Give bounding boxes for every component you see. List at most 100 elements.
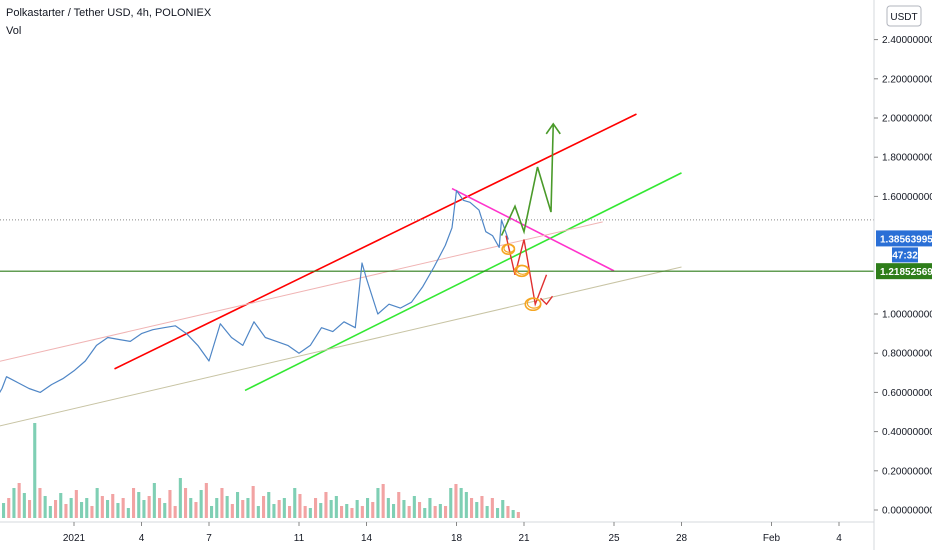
- x-tick-label: 11: [294, 533, 305, 544]
- currency-button[interactable]: [886, 5, 922, 27]
- volume-bar: [277, 500, 281, 518]
- volume-bar: [38, 488, 42, 518]
- volume-bar: [511, 510, 515, 518]
- volume-bar: [168, 490, 172, 518]
- volume-bar: [506, 506, 510, 518]
- volume-bar: [210, 506, 214, 518]
- volume-bar: [272, 504, 276, 518]
- volume-bar: [184, 488, 188, 518]
- volume-bar: [152, 483, 156, 518]
- y-tick-label: 1.60000000: [882, 192, 932, 203]
- volume-bar: [355, 500, 359, 518]
- volume-bar: [236, 492, 240, 518]
- volume-bar: [189, 498, 193, 518]
- volume-bar: [329, 500, 333, 518]
- countdown-label: 47:32: [892, 250, 918, 261]
- volume-bar: [397, 492, 401, 518]
- volume-bar: [334, 496, 338, 518]
- volume-bar: [376, 488, 380, 518]
- volume-bar: [48, 506, 52, 518]
- volume-bar: [7, 498, 11, 518]
- volume-bar: [132, 488, 136, 518]
- y-tick-label: 2.20000000: [882, 74, 932, 85]
- x-tick-label: 14: [361, 533, 373, 544]
- x-tick-label: 2021: [63, 533, 86, 544]
- price-line: [0, 189, 509, 394]
- volume-bar: [246, 498, 250, 518]
- volume-bar: [74, 490, 78, 518]
- y-tick-label: 1.80000000: [882, 153, 932, 164]
- volume-bar: [17, 483, 21, 518]
- horizontal-levels: [0, 219, 874, 272]
- volume-bar: [173, 506, 177, 518]
- volume-bar: [381, 484, 385, 518]
- x-tick-label: 28: [676, 533, 688, 544]
- x-tick-label: 21: [518, 533, 530, 544]
- currency-button-label: USDT: [890, 12, 917, 23]
- current-price-badge: [876, 230, 932, 247]
- volume-bar: [28, 500, 32, 518]
- volume-bar: [475, 502, 479, 518]
- volume-bar: [340, 506, 344, 518]
- volume-bar: [64, 504, 68, 518]
- volume-bar: [2, 503, 6, 518]
- y-tick-label: 1.00000000: [882, 310, 932, 321]
- countdown-badge: [892, 247, 918, 263]
- volume-bar: [392, 504, 396, 518]
- volume-bar: [360, 506, 364, 518]
- volume-bar: [371, 502, 375, 518]
- circle-annotation: [516, 264, 530, 275]
- volume-bar: [194, 502, 198, 518]
- volume-bar: [485, 506, 489, 518]
- volume-bar: [215, 498, 219, 518]
- volume-bar: [428, 498, 432, 518]
- volume-bar: [251, 486, 255, 518]
- volume-bar: [22, 493, 26, 518]
- price-line-group: [0, 189, 509, 394]
- volume-bar: [444, 506, 448, 518]
- volume-bar: [516, 512, 520, 518]
- circle-annotation: [503, 243, 516, 253]
- volume-bar: [470, 498, 474, 518]
- volume-bar: [59, 493, 63, 518]
- channel-top: [114, 113, 637, 370]
- indicator-label: Vol: [6, 25, 22, 37]
- volume-bar: [90, 506, 94, 518]
- volume-bar: [324, 492, 328, 518]
- volume-bar: [459, 488, 463, 518]
- volume-bar: [199, 490, 203, 518]
- red-arrow-head: [540, 295, 554, 306]
- x-tick-label: 4: [139, 533, 145, 544]
- y-tick-label: 2.40000000: [882, 35, 932, 46]
- volume-bar: [230, 504, 234, 518]
- volume-bar: [121, 498, 125, 518]
- volume-bar: [298, 494, 302, 518]
- volume-bar: [262, 496, 266, 518]
- volume-bar: [147, 496, 151, 518]
- green-arrow-head: [545, 122, 561, 135]
- pink-trend: [0, 221, 603, 362]
- volume-bar: [454, 484, 458, 518]
- volume-bar: [407, 506, 411, 518]
- y-tick-label: 0.00000000: [882, 506, 932, 517]
- current-price-label: 1.38563995: [880, 234, 932, 245]
- volume-bar: [33, 423, 37, 518]
- volume-bar: [366, 498, 370, 518]
- volume-bar: [158, 498, 162, 518]
- volume-bar: [303, 506, 307, 518]
- level-price-label: 1.21852569: [880, 267, 932, 278]
- y-tick-label: 0.20000000: [882, 466, 932, 477]
- volume-bar: [501, 500, 505, 518]
- volume-bar: [288, 506, 292, 518]
- volume-bar: [43, 496, 47, 518]
- x-tick-label: 25: [608, 533, 620, 544]
- volume-bar: [80, 502, 84, 518]
- volume-bar: [54, 500, 58, 518]
- volume-bar: [204, 483, 208, 518]
- y-tick-label: 2.00000000: [882, 114, 932, 125]
- x-tick-label: 18: [451, 533, 463, 544]
- volume-bar: [314, 498, 318, 518]
- volume-bar: [319, 503, 323, 518]
